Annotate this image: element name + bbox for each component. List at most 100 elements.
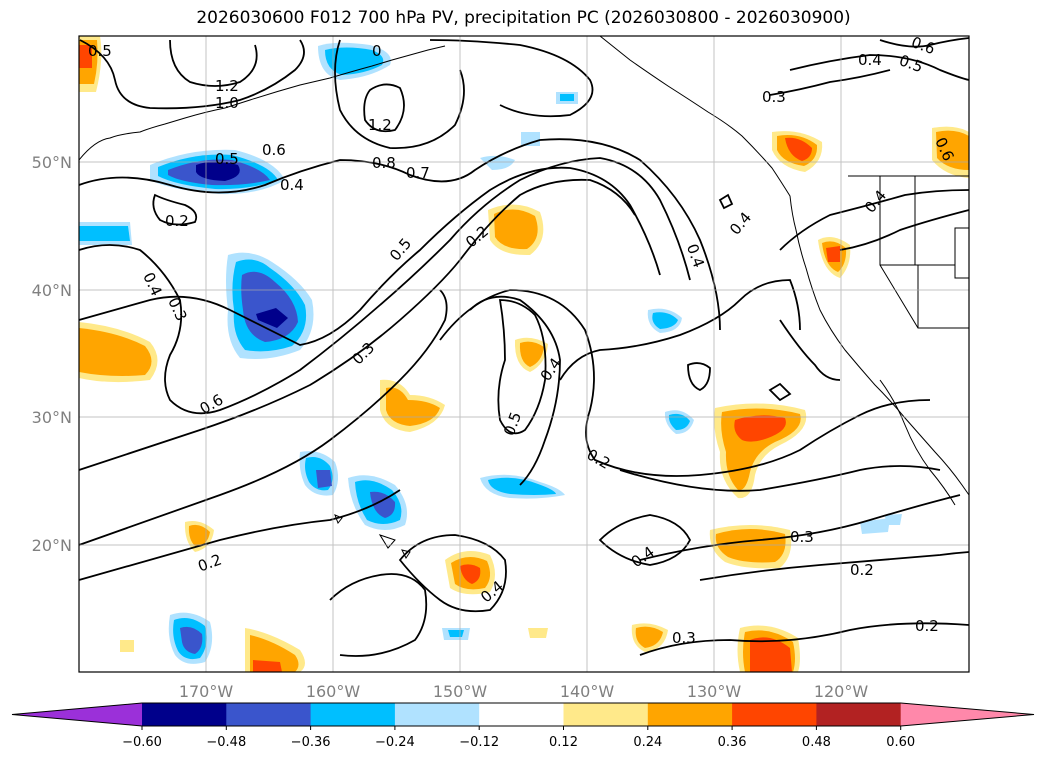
contour-line: [718, 193, 734, 210]
map-border: [78, 35, 970, 673]
contour-label: 0.2: [165, 212, 189, 230]
neg-area-s1-core: [652, 312, 678, 329]
pos-area-tiny2: [528, 628, 548, 638]
contour-line: [559, 279, 801, 381]
contour-label: 0.5: [215, 150, 239, 168]
neg-area-sw-inner: [180, 626, 203, 654]
colorbar-extend-high: [900, 703, 1034, 726]
lon-label-150w: 150°W: [433, 682, 488, 701]
map-title: 2026030600 F012 700 hPa PV, precipitatio…: [196, 8, 851, 28]
neg-area-central-deep: [256, 308, 288, 328]
lat-label-40n: 40°N: [32, 281, 72, 300]
colorbar-segment: [226, 703, 312, 726]
contour-line: [879, 37, 970, 48]
contour-line: [78, 178, 636, 471]
neg-area-central-inner: [241, 271, 298, 342]
contour-label: 0.6: [262, 141, 286, 159]
contour-label: 0.8: [372, 154, 396, 172]
neg-area-c1-inner: [316, 470, 332, 488]
colorbar-tick-label: 0.12: [549, 735, 578, 750]
state-borders: [879, 176, 970, 329]
colorbar-tick-label: −0.24: [375, 735, 415, 750]
neg-area-s2-core: [668, 413, 690, 430]
colorbar-segment: [647, 703, 733, 726]
contour-line: [78, 489, 401, 581]
contour-line: [779, 189, 970, 251]
pos-area-hawaii-deep: [460, 564, 481, 584]
pos-area-cal-deep: [826, 246, 840, 262]
neg-area-west-core: [79, 226, 130, 241]
contour-line: [639, 622, 970, 656]
colorbar-extend-low: [12, 703, 142, 726]
contour-line: [79, 39, 305, 110]
lon-label-160w: 160°W: [306, 682, 361, 701]
colorbar-segment: [816, 703, 902, 726]
contour-label: 0.2: [915, 617, 939, 635]
colorbar-tick-label: −0.48: [206, 735, 246, 750]
pos-area-b2-deep: [253, 660, 282, 672]
lon-tick-labels: 170°W 160°W 150°W 140°W 130°W 120°W: [179, 682, 869, 701]
baja-coast: [879, 379, 956, 506]
pos-area-pnw-deep: [785, 137, 812, 161]
contour-line: [169, 39, 258, 87]
contour-line: [152, 193, 198, 226]
contour-label: 0: [372, 42, 382, 60]
lat-label-20n: 20°N: [32, 536, 72, 555]
alaska-coast: [78, 45, 446, 161]
contour-line: [429, 39, 594, 118]
colorbar-tick-label: −0.60: [122, 735, 162, 750]
contour-label: 1.2: [215, 77, 239, 95]
neg-area-aleutian-deep: [196, 161, 240, 181]
contour-line: [639, 494, 961, 561]
pos-area-ne-core: [936, 130, 969, 170]
contour-line: [598, 514, 692, 566]
neg-area-small5: [860, 518, 890, 534]
colorbar-tick-label: −0.36: [291, 735, 331, 750]
neg-area-small2: [521, 132, 540, 146]
contour-line: [789, 54, 970, 81]
coastlines: [78, 35, 970, 559]
contour-line: [839, 209, 970, 251]
contour-line: [497, 299, 547, 435]
contour-label: 0.4: [858, 51, 882, 69]
pv-contours: [78, 37, 970, 657]
contour-line: [687, 362, 711, 391]
contour-line: [469, 295, 561, 486]
lat-label-30n: 30°N: [32, 408, 72, 427]
contour-line: [768, 382, 792, 402]
neg-area-small3-core: [560, 94, 574, 101]
colorbar-tick-label: 0.24: [633, 735, 662, 750]
lat-label-50n: 50°N: [32, 153, 72, 172]
lon-label-140w: 140°W: [560, 682, 615, 701]
contour-line: [779, 319, 841, 381]
pos-area-west-top-deep: [79, 45, 92, 68]
contour-label: 0.7: [406, 164, 430, 182]
pos-area-c1-deep: [734, 415, 786, 442]
pos-area-tiny1: [120, 640, 134, 652]
pos-area-b1-core: [188, 524, 210, 547]
colorbar-segment: [310, 703, 396, 726]
contour-line: [78, 166, 661, 346]
contour-line: [619, 465, 941, 492]
contour-line: [78, 138, 721, 331]
contour-label: 0.3: [790, 528, 814, 546]
contour-line: [78, 157, 691, 415]
contour-label: 0.4: [280, 176, 304, 194]
precip-negative-areas: [79, 42, 902, 664]
pos-area-a1-core: [494, 209, 538, 250]
contour-line: [329, 573, 428, 657]
contour-line: [78, 289, 448, 546]
neg-area-small4-core: [448, 630, 464, 637]
contour-label: 0.5: [88, 42, 112, 60]
colorbar-tick-label: 0.36: [718, 735, 747, 750]
pos-area-c2-core: [715, 529, 786, 563]
contour-line: [334, 39, 465, 150]
lon-label-130w: 130°W: [687, 682, 742, 701]
colorbar-segment: [732, 703, 817, 726]
pos-area-c3-deep: [750, 637, 792, 672]
pos-area-west-mid-core: [79, 328, 152, 376]
pos-area-a2-core: [386, 387, 440, 426]
neg-area-c2-inner: [370, 491, 396, 518]
contour-label: 0.3: [762, 88, 786, 106]
colorbar-segment: [394, 703, 480, 726]
